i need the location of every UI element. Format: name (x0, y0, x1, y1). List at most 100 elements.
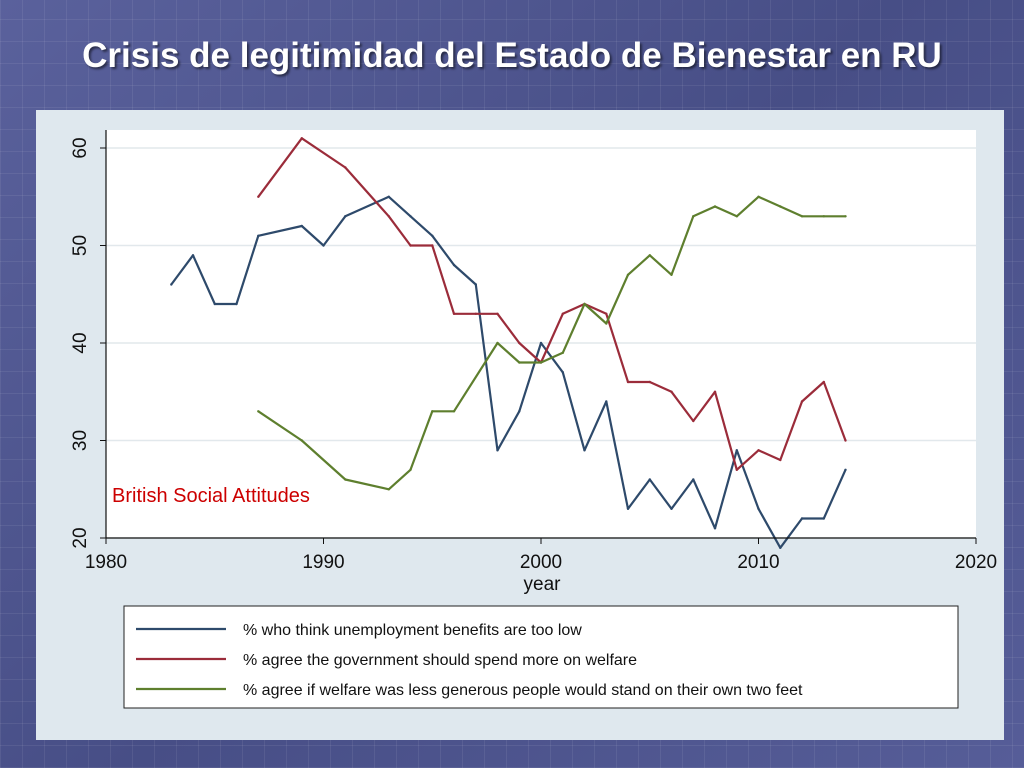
x-tick-label: 1980 (85, 552, 127, 573)
slide-title: Crisis de legitimidad del Estado de Bien… (82, 36, 942, 75)
data-point (344, 215, 347, 218)
x-tick-label: 2020 (955, 552, 997, 573)
data-point (257, 234, 260, 237)
x-tick-labels: 1980 1990 2000 2010 2020 (85, 538, 997, 573)
data-point (648, 478, 651, 481)
data-point (692, 478, 695, 481)
data-point (344, 478, 347, 481)
data-point (474, 283, 477, 286)
chart-panel: 20 30 40 50 60 1980 1990 2000 2010 2020 year Bri… (36, 110, 1004, 740)
data-point (822, 517, 825, 520)
legend-label-3: % agree if welfare was less generous peo… (243, 682, 803, 699)
data-point (626, 273, 630, 276)
data-point (583, 302, 586, 306)
line-chart: 20 30 40 50 60 1980 1990 2000 2010 2020 year Bri… (70, 130, 997, 709)
data-point (605, 400, 608, 403)
legend-box (123, 605, 959, 709)
data-point (257, 195, 260, 198)
series-line-1 (170, 195, 847, 549)
series-layer (170, 137, 847, 549)
data-point (452, 410, 456, 413)
x-tick-label: 2000 (520, 552, 562, 573)
data-point (844, 468, 847, 471)
x-tick-label: 2010 (737, 552, 779, 573)
data-point (496, 312, 499, 315)
data-point (387, 195, 390, 198)
data-point (800, 215, 804, 218)
data-point (735, 215, 738, 218)
legend: % who think unemployment benefits are to… (136, 622, 803, 699)
data-point (844, 215, 847, 218)
data-point (648, 254, 651, 257)
data-point (779, 546, 782, 549)
data-point (409, 468, 412, 471)
data-point (822, 215, 825, 218)
data-point (213, 302, 216, 306)
data-point (692, 419, 695, 423)
data-point (300, 439, 303, 442)
series-line-3 (257, 195, 846, 491)
data-point (539, 361, 543, 364)
data-point (713, 390, 717, 393)
y-tick-label: 30 (70, 430, 91, 451)
data-point (735, 449, 738, 452)
data-point (431, 244, 434, 247)
data-point (518, 361, 521, 364)
data-point (235, 302, 238, 306)
data-point (191, 254, 195, 257)
data-point (257, 410, 260, 413)
data-point (452, 312, 456, 315)
data-point (170, 283, 173, 286)
y-tick-label: 40 (70, 332, 91, 353)
data-point (605, 322, 608, 325)
x-tick-label: 1990 (302, 552, 344, 573)
data-point (409, 215, 412, 218)
data-point (344, 166, 347, 169)
data-point (800, 517, 804, 520)
data-point (713, 205, 717, 208)
data-point (452, 263, 456, 267)
data-point (496, 341, 499, 345)
data-point (605, 312, 608, 315)
data-point (757, 449, 760, 452)
legend-label-2: % agree the government should spend more… (243, 652, 637, 669)
data-point (800, 400, 804, 403)
data-point (779, 205, 782, 208)
data-point (518, 341, 521, 345)
data-point (561, 312, 564, 315)
data-point (518, 410, 521, 413)
data-point (431, 410, 434, 413)
plot-area (106, 130, 976, 538)
data-point (561, 351, 564, 354)
data-point (692, 215, 695, 218)
data-point (757, 195, 760, 198)
data-point (409, 244, 412, 247)
y-tick-label: 60 (70, 137, 91, 158)
data-point (626, 507, 630, 510)
x-axis-title: year (524, 574, 562, 595)
data-point (474, 312, 477, 315)
data-point (844, 439, 847, 442)
data-point (757, 507, 760, 510)
y-tick-label: 20 (70, 527, 91, 548)
data-point (300, 137, 303, 140)
legend-label-1: % who think unemployment benefits are to… (243, 622, 582, 639)
data-point (583, 449, 586, 452)
source-annotation: British Social Attitudes (112, 485, 310, 507)
data-point (735, 468, 738, 471)
data-point (713, 527, 717, 530)
data-point (670, 390, 673, 393)
y-tick-labels: 20 30 40 50 60 (70, 137, 106, 549)
data-point (431, 234, 434, 237)
data-point (496, 449, 499, 452)
data-point (322, 244, 325, 247)
data-point (779, 458, 782, 462)
data-point (822, 380, 825, 384)
data-point (670, 507, 673, 510)
data-point (387, 488, 390, 491)
data-point (561, 371, 564, 374)
y-tick-label: 50 (70, 235, 91, 256)
data-point (539, 341, 543, 345)
data-point (387, 215, 390, 218)
data-point (300, 224, 303, 228)
